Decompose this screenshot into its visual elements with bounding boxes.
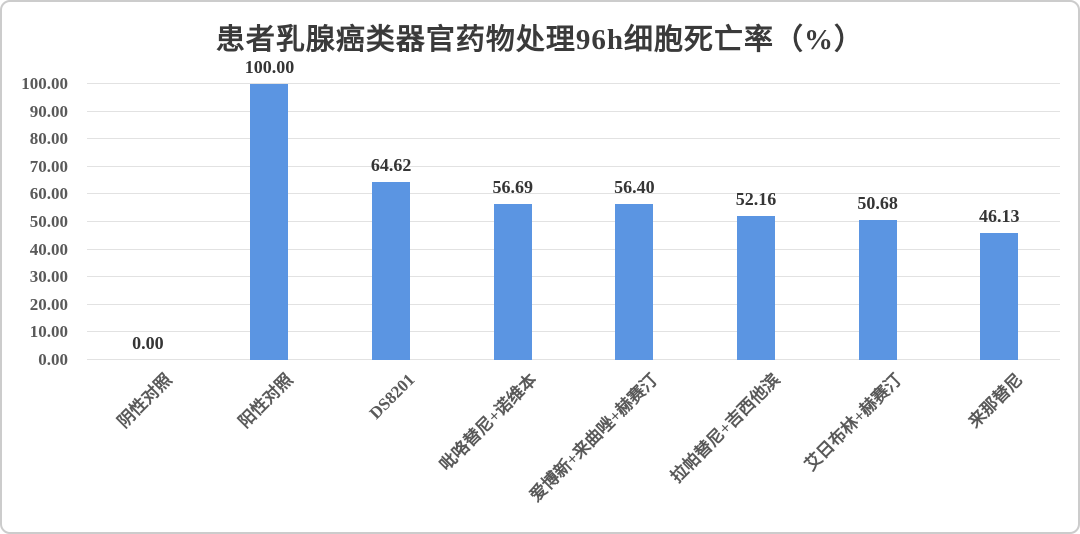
y-axis-tick-label: 50.00	[29, 212, 68, 231]
gridline	[87, 83, 1060, 84]
gridline	[87, 165, 1060, 167]
gridline	[87, 276, 1060, 278]
bar-7	[980, 232, 1019, 360]
bar-value-label: 56.40	[614, 177, 655, 198]
bar-value-label: 56.69	[492, 176, 533, 197]
gridline	[87, 359, 1060, 360]
bar-value-label: 50.68	[857, 193, 898, 214]
bar-5	[736, 216, 775, 360]
bar-value-label: 100.00	[244, 57, 295, 77]
bar-2	[372, 181, 411, 360]
y-axis-tick-label: 80.00	[29, 129, 68, 149]
y-axis-tick-label: 100.00	[21, 74, 68, 93]
gridline	[87, 193, 1060, 195]
y-axis-tick-label: 90.00	[29, 101, 68, 121]
x-axis-labels: 阴性对照 阳性对照 DS8201 吡咯替尼+诺维本 爱博新+来曲唑+赫赛汀 拉帕替尼+吉西…	[2, 370, 1078, 530]
bar-6	[858, 220, 897, 360]
chart-title: 患者乳腺癌类器官药物处理96h细胞死亡率（%）	[215, 24, 865, 56]
bar-1	[250, 84, 289, 360]
y-axis-tick-label: 40.00	[29, 239, 68, 259]
plot-area: 0.00 100.00 64.62 56.69 56.40 52.16 50.68 46.13	[87, 57, 1060, 360]
bar-value-label: 64.62	[370, 154, 412, 175]
y-axis-tick-label: 10.00	[29, 322, 68, 342]
y-axis-tick-label: 20.00	[29, 294, 68, 314]
gridline	[87, 248, 1060, 250]
y-axis-tick-label: 60.00	[29, 184, 68, 204]
bar-value-label: 46.13	[978, 205, 1020, 226]
y-axis-tick-label: 30.00	[29, 267, 68, 287]
y-axis-tick-label: 70.00	[29, 156, 68, 176]
bar-4	[615, 204, 654, 360]
gridline	[87, 303, 1060, 305]
gridline	[87, 221, 1060, 222]
gridline	[87, 110, 1060, 112]
bar-3	[493, 203, 532, 360]
y-axis-tick-label: 0.00	[38, 350, 68, 369]
bar-value-label: 0.00	[132, 333, 164, 353]
bar-value-label: 52.16	[735, 189, 777, 210]
y-axis: 0.00 10.00 20.00 30.00 40.00 50.00 60.00 70.00 8…	[2, 74, 68, 369]
gridline	[87, 331, 1060, 333]
gridline	[87, 138, 1060, 140]
